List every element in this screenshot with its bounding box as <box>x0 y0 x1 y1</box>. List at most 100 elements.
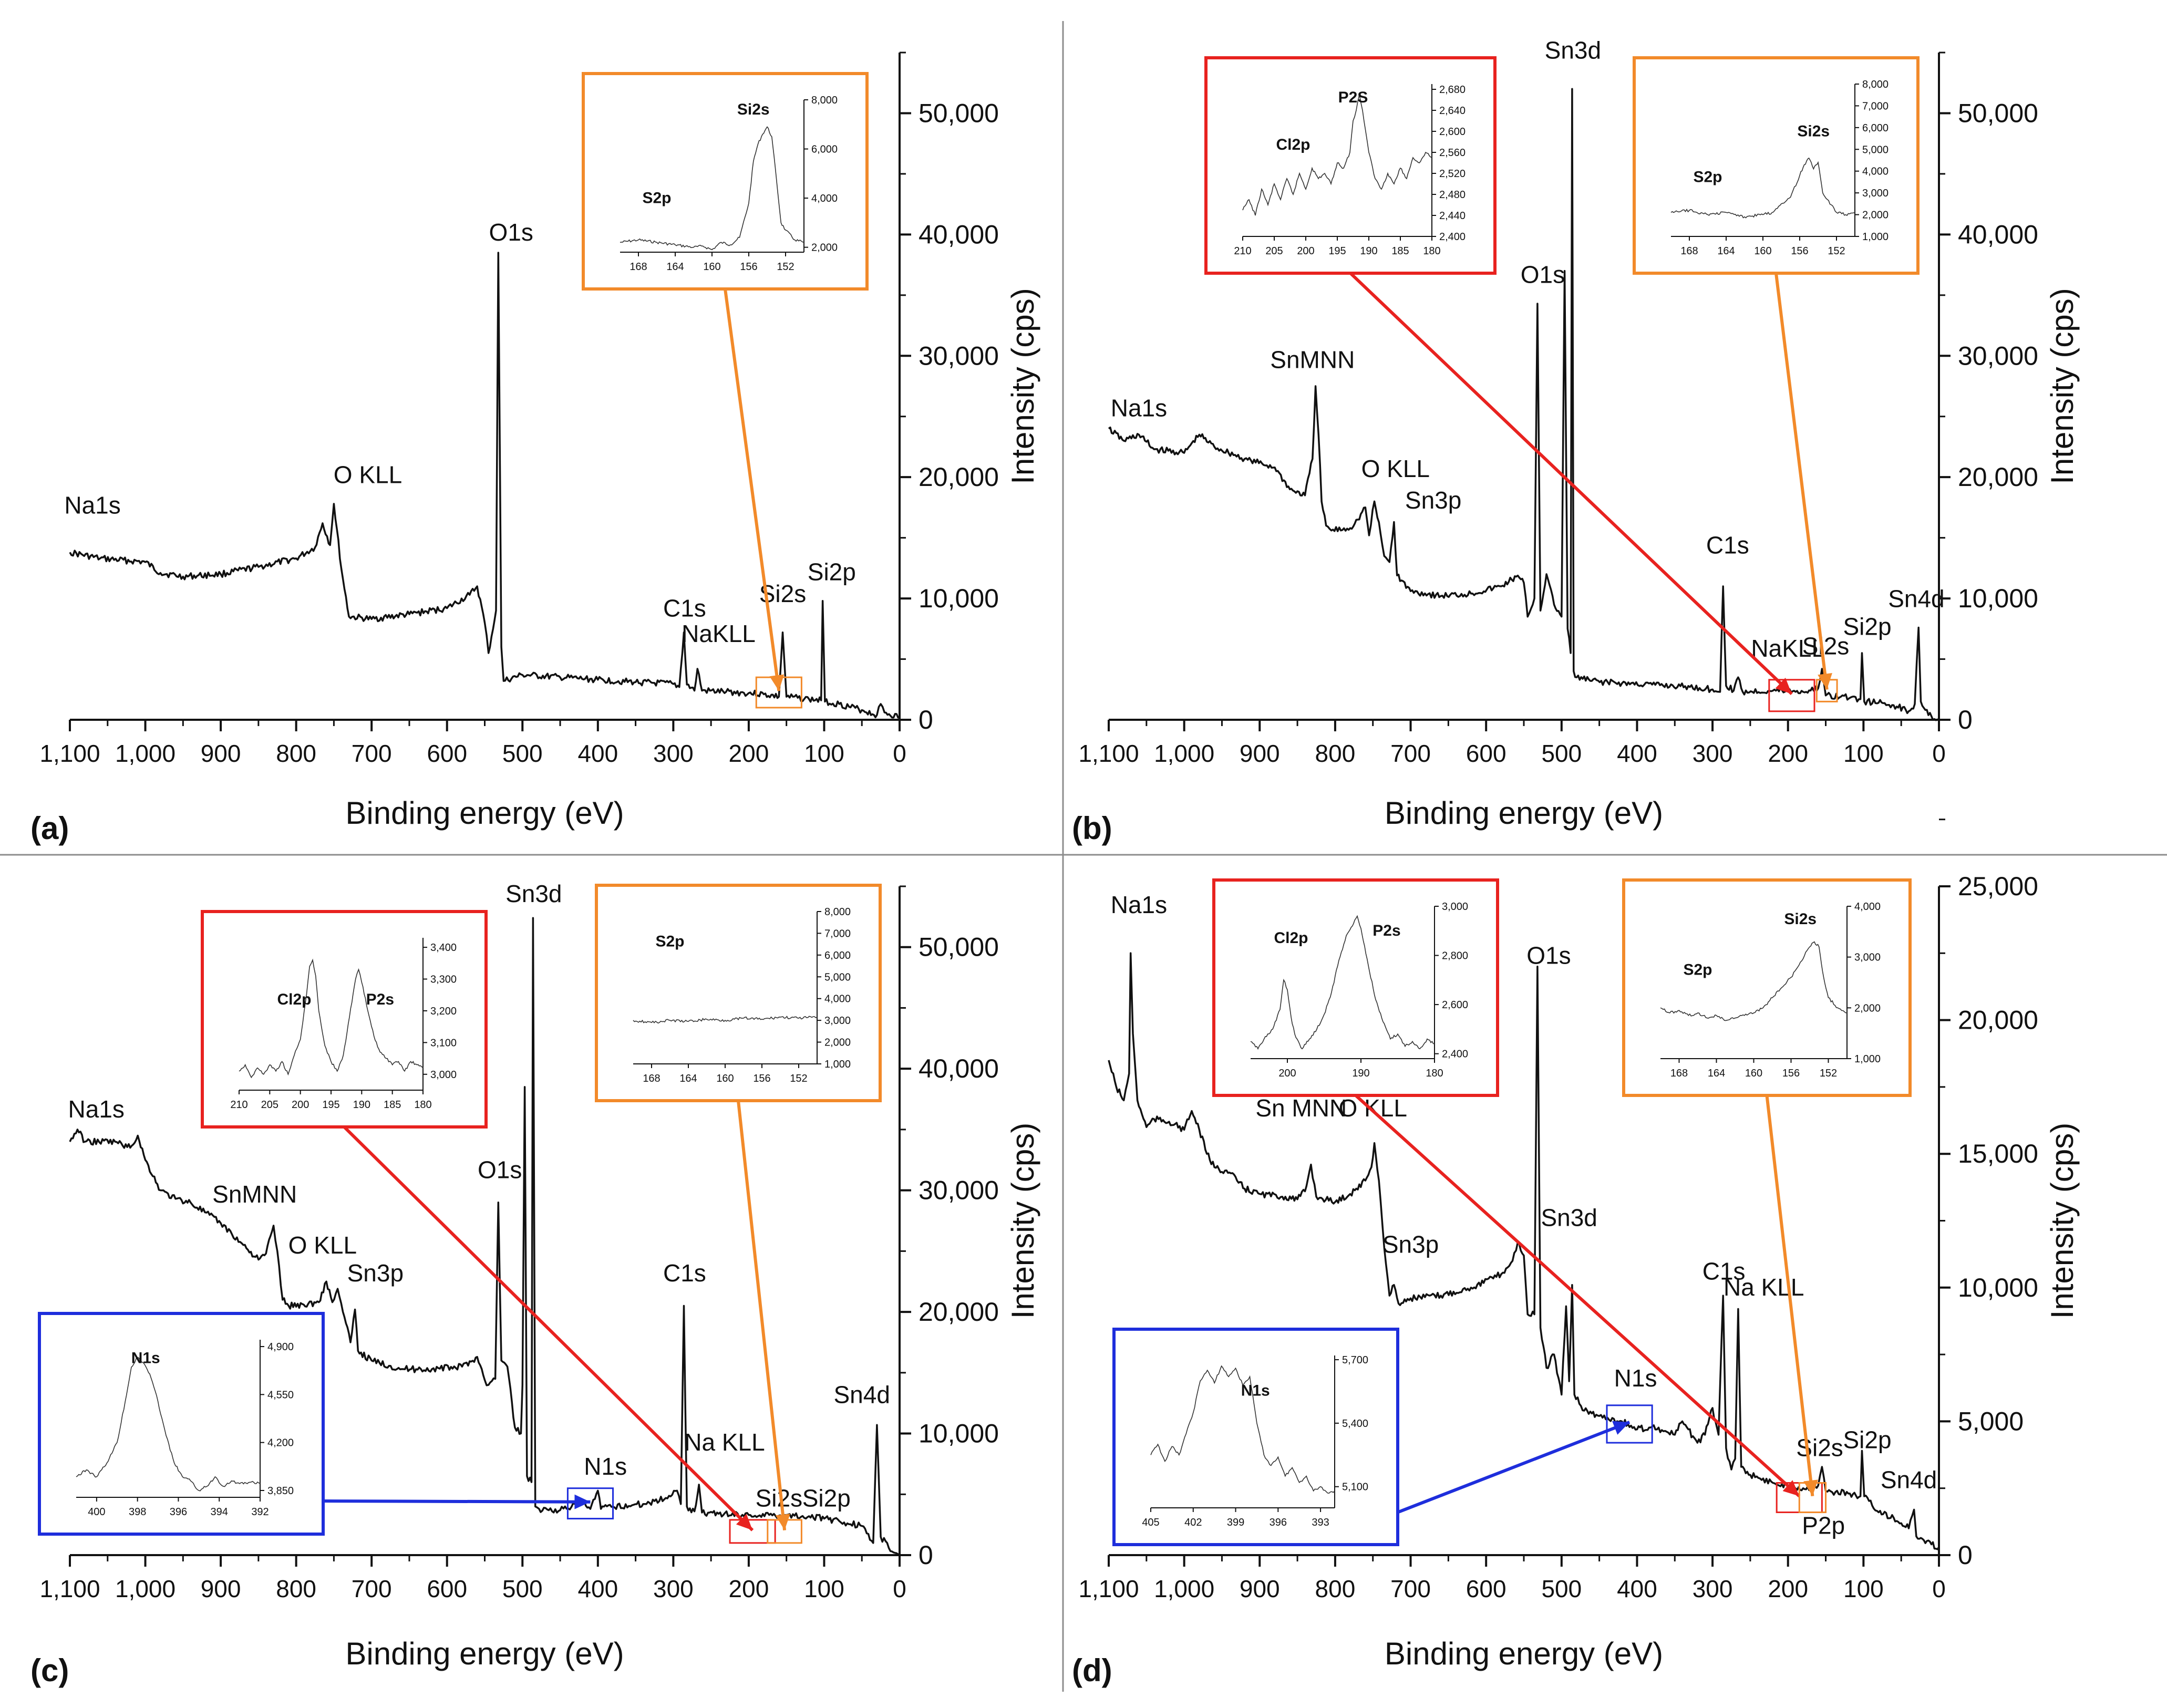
inset-x-tick-label: 152 <box>1820 1068 1837 1079</box>
inset-y-tick-label: 1,000 <box>824 1059 851 1070</box>
peak-label: O KLL <box>1361 455 1430 482</box>
inset-x-tick-label: 164 <box>679 1073 697 1084</box>
peak-label: SnMNN <box>212 1181 297 1208</box>
x-tick-label: 100 <box>1843 740 1884 767</box>
inset-x-tick-label: 152 <box>1828 245 1845 257</box>
peak-label: C1s <box>1706 532 1749 559</box>
inset-x-tick-label: 396 <box>170 1506 187 1518</box>
x-tick-label: 1,100 <box>39 1575 100 1602</box>
inset-y-tick-label: 7,000 <box>1862 100 1889 112</box>
peak-label: C1s <box>1702 1258 1746 1285</box>
peak-label: NaKLL <box>1751 635 1825 662</box>
inset-x-tick-label: 399 <box>1227 1517 1244 1528</box>
x-tick-label: 500 <box>1541 740 1582 767</box>
inset-x-tick-label: 185 <box>384 1099 401 1111</box>
x-tick-label: 900 <box>1240 740 1280 767</box>
callout-d-0: 405 402 399 396 393 5,100 5,400 5,700 N1s <box>1112 1328 1653 1546</box>
highlight-box <box>1768 679 1815 712</box>
y-tick-label: 30,000 <box>919 1176 999 1205</box>
x-tick-label: 1,100 <box>1078 1575 1139 1602</box>
inset-x-tick-label: 185 <box>1391 245 1409 257</box>
inset-spectrum-line <box>620 126 804 251</box>
x-tick-label: 800 <box>1315 740 1356 767</box>
y-tick-label: 50,000 <box>919 933 999 962</box>
y-tick-label: 0 <box>919 705 933 734</box>
peak-label: Sn3d <box>1541 1204 1597 1231</box>
inset-y-tick-label: 2,480 <box>1439 189 1466 201</box>
panel-label: (d) <box>1072 1653 1112 1688</box>
y-axis-title: Intensity (cps) <box>1005 1123 1040 1319</box>
callout-arrow <box>1765 1095 1814 1497</box>
x-tick-label: 1,000 <box>115 1575 176 1602</box>
inset-x-tick-label: 160 <box>1745 1068 1762 1079</box>
x-tick-label: 600 <box>1466 1575 1506 1602</box>
x-tick-label: 100 <box>804 740 844 767</box>
inset-spectrum-line <box>1660 941 1848 1021</box>
inset-x-tick-label: 160 <box>703 261 720 273</box>
inset-x-tick-label: 156 <box>740 261 757 273</box>
inset-y-tick-label: 2,680 <box>1439 84 1466 96</box>
inset-y-tick-label: 2,600 <box>1439 126 1466 138</box>
panel-label: (c) <box>30 1653 69 1688</box>
callout-arrow <box>1397 1421 1631 1514</box>
peak-label: Sn4d <box>1881 1466 1937 1494</box>
x-tick-label: 600 <box>1466 740 1506 767</box>
y-tick-label: 10,000 <box>1958 584 2038 613</box>
inset-y-tick-label: 2,000 <box>824 1037 851 1049</box>
inset-frame <box>1112 1328 1399 1546</box>
inset-y-tick-label: 2,400 <box>1442 1049 1468 1060</box>
inset-x-tick-label: 152 <box>777 261 794 273</box>
x-tick-label: 700 <box>1390 1575 1431 1602</box>
peak-label: O KLL <box>288 1231 357 1259</box>
x-tick-label: 700 <box>352 1575 392 1602</box>
x-tick-label: 100 <box>804 1575 844 1602</box>
inset-spectrum-line <box>1242 94 1432 216</box>
peak-label: N1s <box>1614 1364 1657 1392</box>
inset-y-tick-label: 6,000 <box>811 144 838 156</box>
inset-spectrum-line <box>1670 157 1855 219</box>
x-tick-label: 400 <box>577 740 618 767</box>
peak-label: Na KLL <box>684 1428 765 1456</box>
callout-b-0: 210 205 200 195 190 185 180 2,400 2,440 2,480 2,52… <box>1204 56 1815 712</box>
inset-y-tick-label: 3,300 <box>430 974 457 986</box>
inset-y-tick-label: 7,000 <box>824 928 851 939</box>
highlight-box <box>1606 1404 1653 1444</box>
inset-x-tick-label: 168 <box>630 261 647 273</box>
y-tick-label: 20,000 <box>1958 1006 2038 1035</box>
peak-label: Na KLL <box>1724 1274 1804 1301</box>
spectrum-line <box>69 252 900 719</box>
x-axis-title: Binding energy (eV) <box>1385 1636 1663 1671</box>
callout-arrow <box>1349 272 1793 695</box>
x-tick-label: 600 <box>427 740 467 767</box>
callout-c-2: 168 164 160 156 152 1,000 2,000 3,000 4,000 5,000… <box>595 884 882 1544</box>
inset-spectrum-line <box>633 1016 818 1024</box>
x-tick-label: 200 <box>1768 740 1808 767</box>
inset-y-tick-label: 2,000 <box>1862 210 1889 221</box>
inset-frame <box>1204 56 1497 275</box>
inset-y-tick-label: 5,000 <box>824 971 851 983</box>
inset-x-tick-label: 190 <box>1352 1068 1369 1079</box>
inset-x-tick-label: 205 <box>1265 245 1283 257</box>
peak-label: O1s <box>478 1156 522 1183</box>
inset-y-tick-label: 2,000 <box>811 242 838 254</box>
peak-label: Sn4d <box>834 1381 890 1409</box>
callout-arrowhead <box>775 1514 790 1530</box>
y-tick-label: 40,000 <box>919 1054 999 1083</box>
peak-label: Sn3d <box>1545 37 1601 64</box>
inset-label: P2s <box>1373 922 1400 939</box>
peak-label: P2p <box>1802 1512 1845 1539</box>
inset-spectrum-line <box>1250 915 1435 1050</box>
inset-y-tick-label: 3,000 <box>1862 188 1889 199</box>
inset-y-tick-label: 2,400 <box>1439 231 1466 243</box>
x-tick-label: 200 <box>729 1575 769 1602</box>
inset-x-tick-label: 160 <box>716 1073 734 1084</box>
callout-d-2: 168 164 160 156 152 1,000 2,000 3,000 4,000 S2p Si… <box>1622 878 1912 1514</box>
inset-x-tick-label: 180 <box>1423 245 1440 257</box>
callout-arrow <box>737 1100 787 1530</box>
x-tick-label: 300 <box>653 740 694 767</box>
inset-label: Cl2p <box>277 991 311 1008</box>
y-tick-label: 0 <box>1958 705 1973 734</box>
callout-arrowhead <box>1775 677 1792 694</box>
inset-y-tick-label: 3,000 <box>1854 952 1881 964</box>
x-tick-label: 900 <box>1240 1575 1280 1602</box>
